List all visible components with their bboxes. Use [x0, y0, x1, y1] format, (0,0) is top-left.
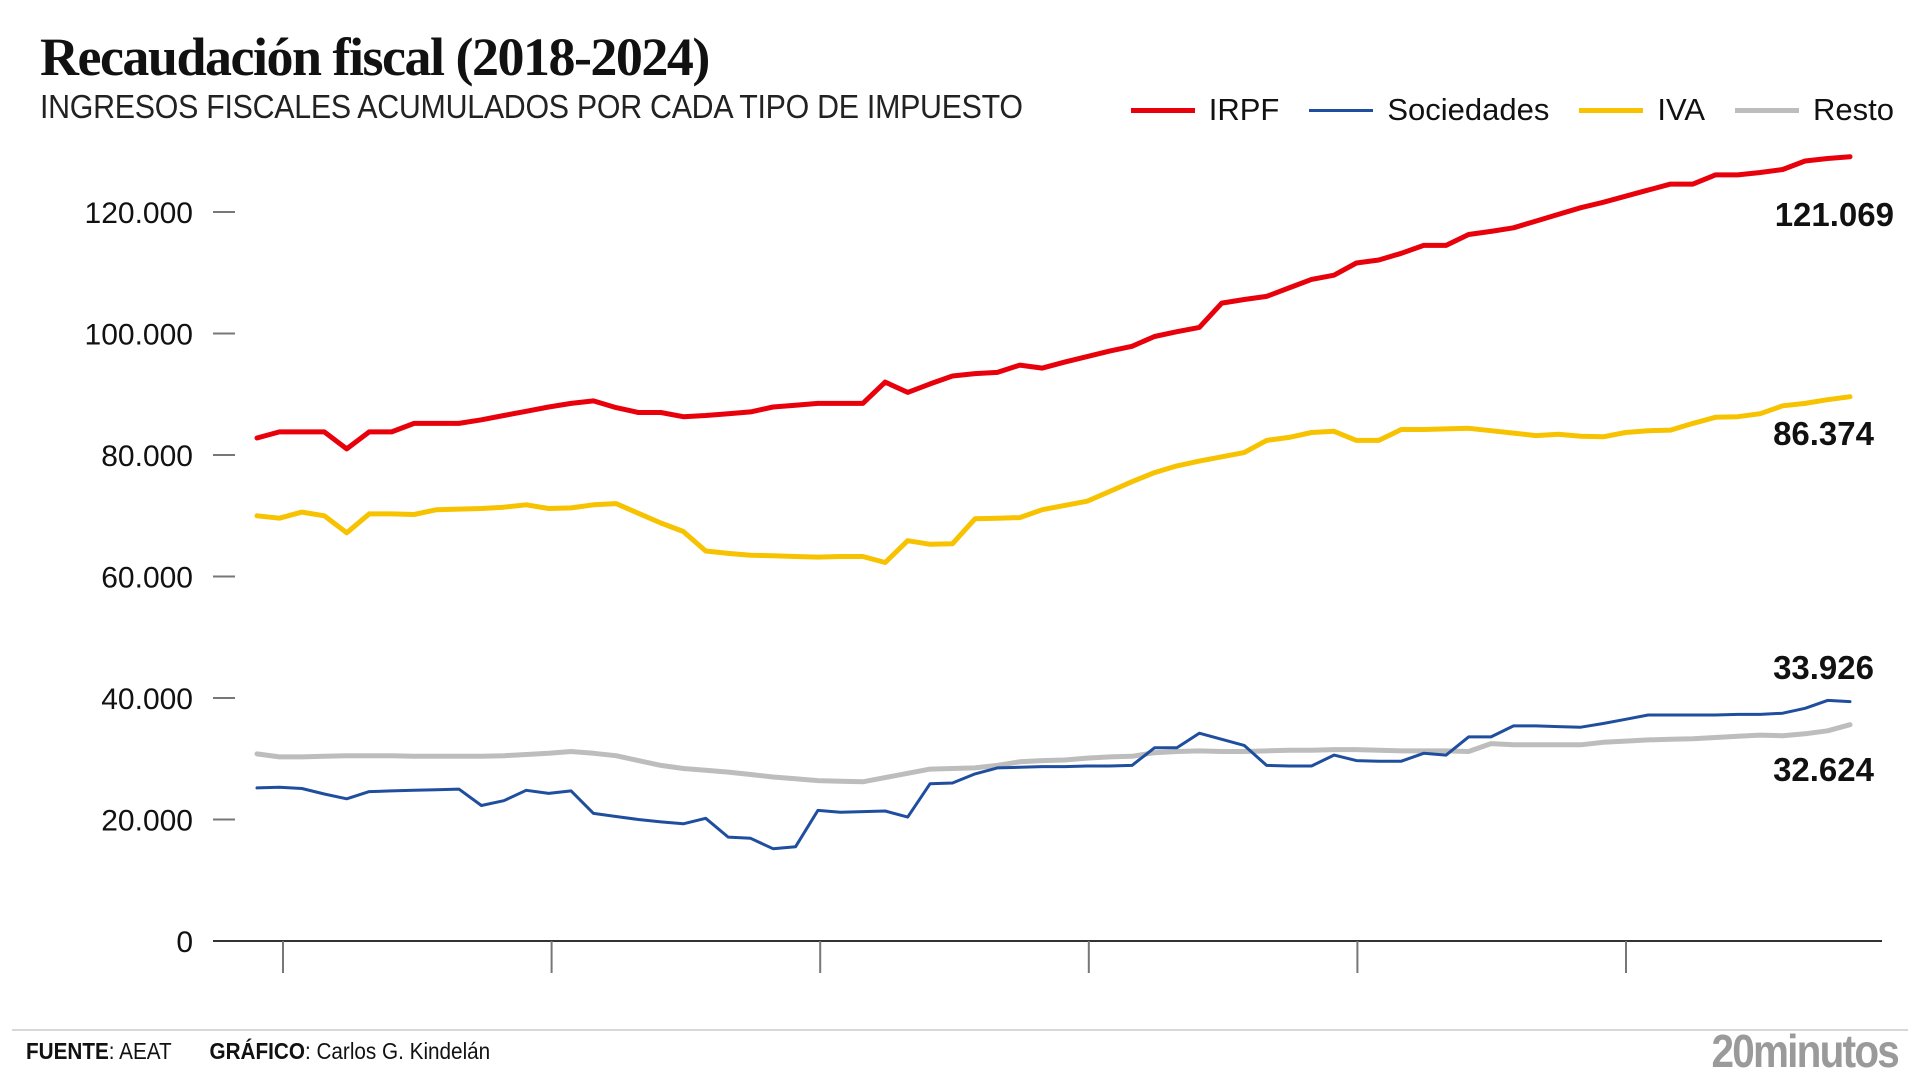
x-axis	[213, 940, 1882, 973]
y-tick-label: 80.000	[101, 440, 193, 473]
legend-swatch-sociedades	[1309, 108, 1374, 112]
chart-title: Recaudación fiscal (2018-2024)	[40, 27, 710, 87]
graphic-value: Carlos G. Kindelán	[316, 1038, 491, 1064]
source-value: AEAT	[119, 1038, 172, 1064]
brand-logo: 20minutos	[1711, 1025, 1899, 1077]
footer-divider	[12, 1029, 1908, 1031]
series-line-sociedades	[255, 698, 1852, 851]
footer-credits: FUENTE: AEAT GRÁFICO: Carlos G. Kindelán	[26, 1038, 490, 1065]
legend-item-irpf: IRPF	[1130, 92, 1280, 128]
legend-label-iva: IVA	[1657, 92, 1706, 127]
end-label-irpf: 121.069	[1775, 196, 1894, 233]
end-labels: 121.069 33.926 86.374 32.624	[1773, 196, 1894, 788]
y-tick-label: 100.000	[85, 319, 193, 352]
legend: IRPF Sociedades IVA Resto	[1101, 92, 1894, 128]
y-tick-label: 0	[176, 926, 193, 959]
end-label-sociedades: 33.926	[1773, 649, 1874, 686]
series-line-resto	[254, 722, 1853, 785]
legend-label-irpf: IRPF	[1208, 92, 1280, 127]
legend-swatch-iva	[1579, 107, 1644, 113]
source-label: FUENTE	[26, 1038, 109, 1064]
y-tick-label: 120.000	[85, 197, 193, 230]
legend-item-resto: Resto	[1735, 92, 1894, 128]
y-tick-label: 20.000	[101, 805, 193, 838]
y-axis: 0 20.000 40.000 60.000 80.000 100.000 120.000	[85, 197, 235, 959]
source-colon: :	[108, 1038, 120, 1064]
series-line-irpf	[254, 154, 1853, 452]
y-tick-label: 60.000	[101, 562, 193, 595]
graphic-colon: :	[304, 1038, 317, 1064]
chart-subtitle: INGRESOS FISCALES ACUMULADOS POR CADA TI…	[40, 88, 1023, 125]
legend-label-sociedades: Sociedades	[1387, 92, 1550, 127]
end-label-iva: 86.374	[1773, 415, 1875, 452]
graphic-label: GRÁFICO	[209, 1038, 305, 1064]
legend-item-iva: IVA	[1579, 92, 1705, 128]
series-line-iva	[254, 394, 1853, 565]
y-tick-label: 40.000	[101, 683, 193, 716]
legend-swatch-irpf	[1130, 107, 1195, 113]
series-lines	[254, 154, 1853, 851]
legend-label-resto: Resto	[1813, 92, 1894, 127]
legend-item-sociedades: Sociedades	[1309, 92, 1549, 128]
end-label-resto: 32.624	[1773, 751, 1875, 788]
legend-swatch-resto	[1735, 107, 1800, 113]
